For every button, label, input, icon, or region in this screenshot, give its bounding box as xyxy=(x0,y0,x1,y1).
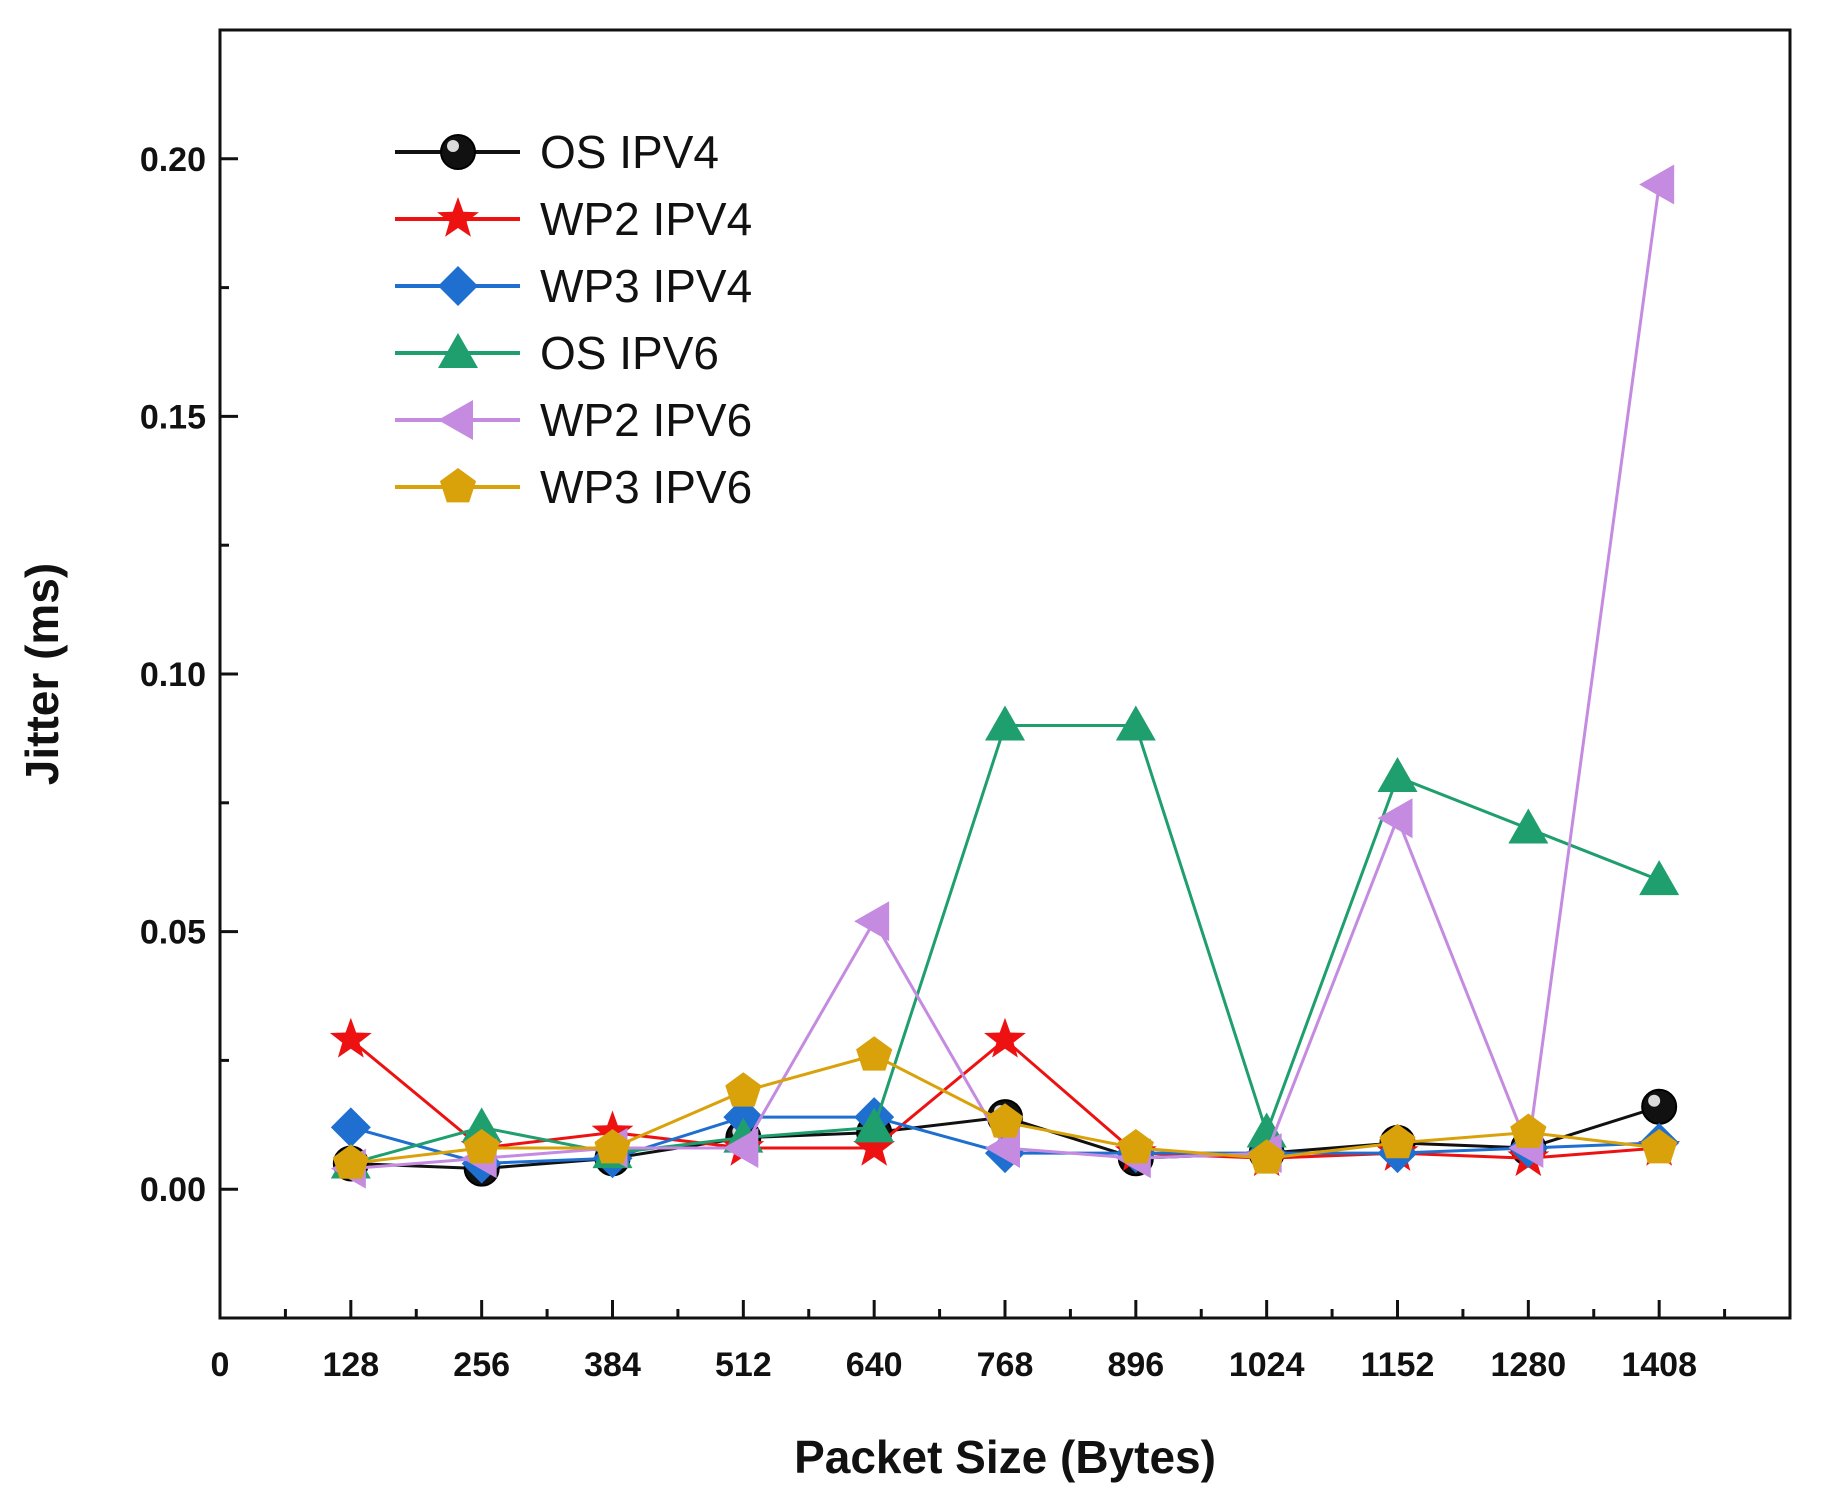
legend: OS IPV4 WP2 IPV4 WP3 IPV4 OS IPV6 WP2 IPV6 WP… xyxy=(395,126,752,513)
legend-item: WP2 IPV4 xyxy=(395,193,752,245)
y-tick-label: 0.10 xyxy=(140,656,206,694)
data-point xyxy=(1377,798,1413,839)
x-tick-label: 1280 xyxy=(1491,1346,1567,1384)
x-tick-label: 640 xyxy=(846,1346,903,1384)
x-axis-ticks: 0 128 256 384 512 640 768 896 1024 1152 1280 1408 xyxy=(211,1300,1727,1384)
data-point xyxy=(854,1107,895,1143)
data-point xyxy=(1508,808,1549,844)
y-tick-label: 0.05 xyxy=(140,914,206,952)
data-point xyxy=(330,1107,371,1148)
series-layer xyxy=(329,164,1681,1189)
marker-body xyxy=(440,134,476,170)
marker-highlight xyxy=(447,140,459,152)
data-point xyxy=(723,1127,759,1168)
x-axis-title: Packet Size (Bytes) xyxy=(794,1431,1216,1483)
legend-item: OS IPV4 xyxy=(395,126,719,178)
series-5 xyxy=(332,1036,1678,1179)
data-point xyxy=(332,1144,369,1179)
legend-item: OS IPV6 xyxy=(395,327,719,379)
x-tick-label: 768 xyxy=(977,1346,1034,1384)
data-point xyxy=(463,1128,500,1164)
legend-marker xyxy=(439,468,477,503)
legend-marker xyxy=(438,333,478,368)
legend-item: WP2 IPV6 xyxy=(395,394,752,446)
data-point xyxy=(1639,164,1675,205)
legend-label: OS IPV6 xyxy=(540,327,719,379)
legend-label: WP2 IPV4 xyxy=(540,193,752,245)
data-point xyxy=(1639,860,1680,896)
y-axis-title: Jitter (ms) xyxy=(16,563,68,785)
series-line xyxy=(350,724,1660,1165)
data-point xyxy=(985,705,1025,741)
y-axis-ticks: 0.00 0.05 0.10 0.15 0.20 xyxy=(140,28,238,1320)
x-tick-label: 1024 xyxy=(1229,1346,1305,1384)
data-point xyxy=(1117,1128,1154,1164)
data-point xyxy=(1641,1088,1678,1125)
x-tick-label: 512 xyxy=(715,1346,772,1384)
legend-label: WP3 IPV4 xyxy=(540,260,752,312)
data-point xyxy=(725,1072,762,1107)
marker-body xyxy=(1641,1088,1678,1125)
x-tick-label: 256 xyxy=(453,1346,510,1384)
data-point xyxy=(984,1017,1026,1058)
data-point xyxy=(1115,705,1156,741)
data-point xyxy=(856,1036,893,1071)
marker-highlight xyxy=(1648,1094,1661,1107)
legend-marker xyxy=(440,134,476,170)
legend-label: WP2 IPV6 xyxy=(540,394,752,446)
data-point xyxy=(461,1107,502,1143)
x-tick-label: 896 xyxy=(1107,1346,1164,1384)
x-tick-label: 0 xyxy=(211,1346,230,1384)
legend-item: WP3 IPV4 xyxy=(395,260,752,312)
data-point xyxy=(1377,757,1418,793)
y-tick-label: 0.00 xyxy=(140,1171,206,1209)
data-point xyxy=(854,901,890,942)
x-tick-label: 128 xyxy=(322,1346,379,1384)
data-point xyxy=(1248,1139,1285,1174)
legend-marker xyxy=(437,197,479,237)
data-point xyxy=(594,1128,631,1164)
legend-marker xyxy=(438,400,473,440)
data-point xyxy=(985,1127,1020,1168)
legend-marker xyxy=(438,266,478,306)
data-point xyxy=(853,1125,896,1166)
legend-label: WP3 IPV6 xyxy=(540,461,752,513)
data-point xyxy=(986,1103,1024,1138)
data-point xyxy=(329,1017,372,1058)
x-tick-label: 384 xyxy=(584,1346,641,1384)
x-tick-label: 1152 xyxy=(1361,1346,1435,1384)
data-point xyxy=(1379,1123,1416,1159)
y-tick-label: 0.20 xyxy=(140,141,206,179)
data-point xyxy=(1641,1128,1678,1164)
data-point xyxy=(1510,1113,1547,1148)
x-tick-label: 1408 xyxy=(1621,1346,1697,1384)
data-point xyxy=(723,1097,764,1138)
legend-label: OS IPV4 xyxy=(540,126,719,178)
y-tick-label: 0.15 xyxy=(140,398,206,436)
legend-item: WP3 IPV6 xyxy=(395,461,752,513)
